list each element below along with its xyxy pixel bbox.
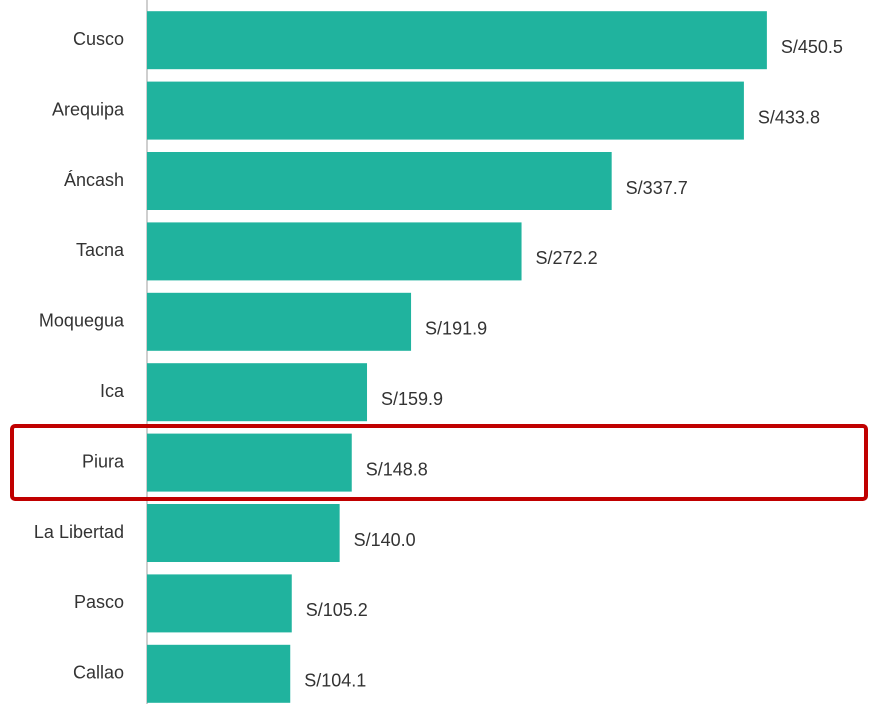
- category-label: Callao: [73, 663, 124, 683]
- value-label: S/148.8: [366, 459, 428, 479]
- category-label: Piura: [82, 451, 125, 471]
- value-label: S/159.9: [381, 389, 443, 409]
- value-label: S/104.1: [304, 671, 366, 691]
- bar: [147, 504, 340, 562]
- bar: [147, 433, 352, 492]
- category-label: La Libertad: [34, 522, 124, 542]
- category-label: Cusco: [73, 29, 124, 49]
- category-label: Áncash: [64, 170, 124, 190]
- bar: [147, 11, 767, 70]
- value-label: S/105.2: [306, 600, 368, 620]
- category-label: Pasco: [74, 592, 124, 612]
- category-label: Ica: [100, 381, 125, 401]
- value-label: S/140.0: [354, 530, 416, 550]
- value-label: S/450.5: [781, 37, 843, 57]
- bar: [147, 363, 368, 422]
- bar: [147, 222, 522, 281]
- bar: [147, 292, 412, 351]
- value-label: S/191.9: [425, 319, 487, 339]
- value-label: S/272.2: [536, 248, 598, 268]
- highlight-box: [10, 424, 868, 501]
- category-label: Moquegua: [39, 311, 125, 331]
- value-label: S/337.7: [626, 178, 688, 198]
- bar: [147, 574, 292, 633]
- bar: [147, 644, 291, 703]
- category-label: Arequipa: [52, 99, 125, 119]
- value-label: S/433.8: [758, 107, 820, 127]
- bar: [147, 81, 744, 140]
- bar: [147, 152, 612, 210]
- category-label: Tacna: [76, 240, 125, 260]
